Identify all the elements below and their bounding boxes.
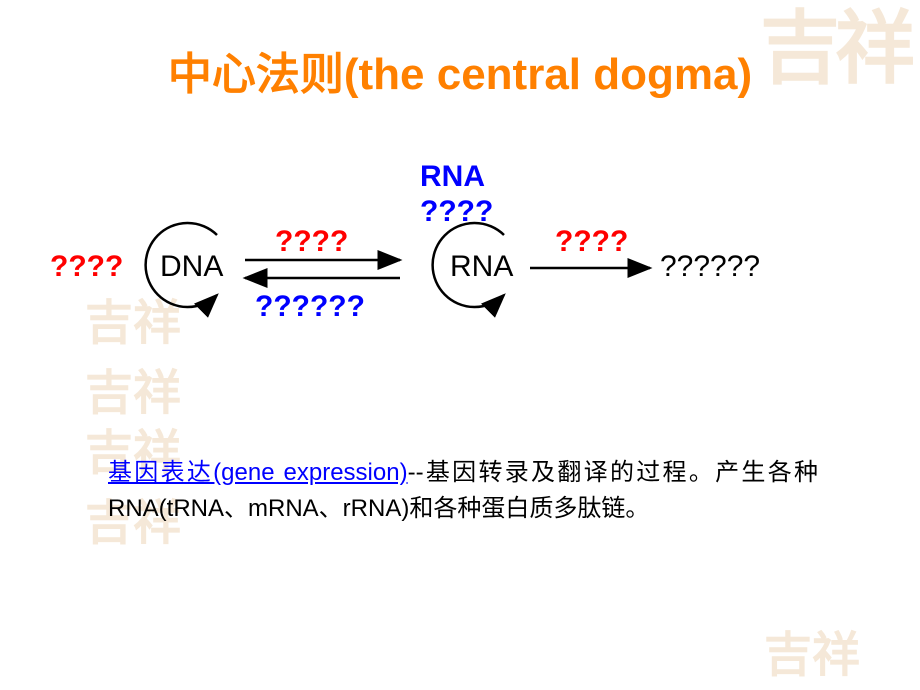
dna-node-label: DNA [160, 250, 223, 284]
dna-replication-label: ???? [50, 250, 123, 284]
central-dogma-diagram: DNA RNA ?????? ???? RNA ???? ???? ??????… [50, 160, 870, 360]
reverse-transcription-label: ?????? [255, 290, 365, 324]
rna-replication-label-2: ???? [420, 195, 493, 229]
transcription-label: ???? [275, 225, 348, 259]
rna-replication-label-1: RNA [420, 160, 485, 194]
footer-description: 基因表达(gene expression)--基因转录及翻译的过程。产生各种RN… [108, 455, 818, 527]
slide-title: 中心法则(the central dogma) [0, 0, 920, 102]
protein-node-label: ?????? [660, 250, 760, 284]
rna-node-label: RNA [450, 250, 513, 284]
footer-term: 基因表达(gene expression) [108, 459, 408, 486]
translation-label: ???? [555, 225, 628, 259]
slide-content: 中心法则(the central dogma) DNA RNA ?????? ?… [0, 0, 920, 690]
